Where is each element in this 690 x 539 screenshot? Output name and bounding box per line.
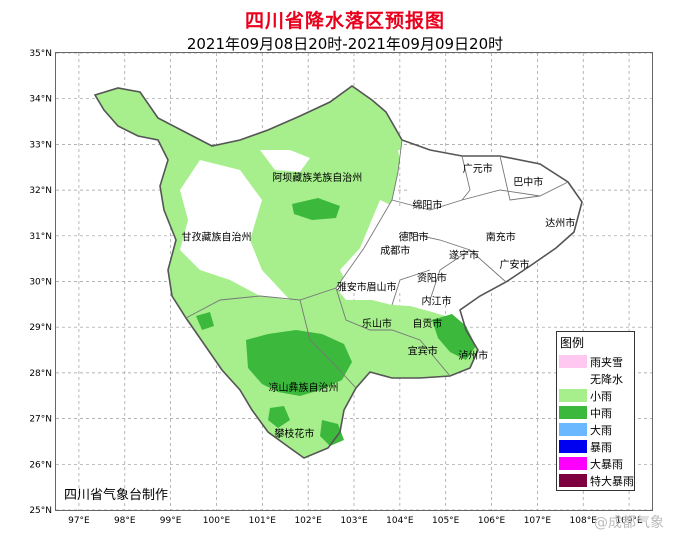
- legend-item: 暴雨: [559, 439, 612, 454]
- no-rain-east: [380, 150, 582, 304]
- legend-swatch: [559, 389, 587, 402]
- lat-tick-label: 34°N: [29, 95, 52, 105]
- lon-tick-label: 107°E: [524, 516, 552, 526]
- axis-labels: 35°N 34°N 33°N 32°N 31°N 30°N 29°N 28°N 27°N 26°N…: [29, 49, 643, 526]
- lat-tick-label: 32°N: [29, 186, 52, 196]
- place-label: 资阳市: [417, 272, 447, 285]
- place-label: 内江市: [422, 294, 452, 307]
- sichuan-province: [93, 85, 583, 459]
- lon-tick-label: 106°E: [478, 516, 506, 526]
- lat-tick-label: 30°N: [29, 278, 52, 288]
- lon-tick-label: 103°E: [340, 516, 368, 526]
- moderate-rain-area: [292, 198, 340, 220]
- legend-swatch: [559, 423, 587, 436]
- legend-title: 图例: [560, 336, 585, 350]
- legend-item: 中雨: [559, 405, 612, 420]
- lat-tick-label: 28°N: [29, 369, 52, 379]
- place-label: 甘孜藏族自治州: [181, 230, 251, 243]
- legend-swatch: [559, 372, 587, 385]
- place-label: 攀枝花市: [274, 427, 314, 440]
- legend-swatch: [559, 355, 587, 368]
- place-label: 巴中市: [513, 176, 543, 189]
- legend-item: 大雨: [559, 422, 612, 437]
- place-label: 绵阳市: [412, 198, 442, 211]
- legend-swatch: [559, 474, 587, 487]
- map-frame: [55, 52, 653, 511]
- province-boundary: [93, 85, 583, 459]
- moderate-rain-area: [268, 406, 290, 428]
- place-label: 遂宁市: [449, 249, 479, 262]
- place-label: 雅安市: [337, 281, 367, 294]
- place-label: 乐山市: [362, 317, 392, 330]
- place-label: 自贡市: [412, 317, 442, 330]
- lon-tick-label: 102°E: [294, 516, 322, 526]
- map-title: 四川省降水落区预报图: [244, 10, 445, 32]
- lon-tick-label: 101°E: [249, 516, 277, 526]
- lat-tick-label: 25°N: [29, 506, 52, 516]
- lon-tick-label: 98°E: [114, 516, 136, 526]
- place-label: 阿坝藏族羌族自治州: [272, 171, 362, 184]
- map-subtitle: 2021年09月08日20时-2021年09月09日20时: [186, 35, 504, 53]
- legend-item: 无降水: [559, 371, 623, 386]
- legend-item: 大暴雨: [559, 456, 623, 471]
- legend-swatch: [559, 440, 587, 453]
- lon-tick-label: 105°E: [432, 516, 460, 526]
- place-label: 南充市: [486, 230, 516, 243]
- lon-tick-label: 108°E: [570, 516, 598, 526]
- moderate-rain-area: [320, 420, 344, 446]
- place-label: 成都市: [380, 244, 410, 257]
- lat-tick-label: 27°N: [29, 415, 52, 425]
- lat-tick-label: 26°N: [29, 460, 52, 470]
- lat-tick-label: 33°N: [29, 140, 52, 150]
- no-rain-area: [260, 150, 310, 172]
- agency-credit: 四川省气象台制作: [64, 488, 169, 503]
- legend-swatch: [559, 457, 587, 470]
- place-label: 凉山彝族自治州: [269, 381, 339, 394]
- place-label: 达州市: [545, 217, 575, 230]
- watermark-text: @成都气象: [594, 515, 664, 531]
- legend-swatch: [559, 406, 587, 419]
- no-rain-area: [180, 160, 290, 300]
- lon-tick-label: 109°E: [615, 516, 643, 526]
- legend-item: 雨夹雪: [559, 354, 623, 369]
- place-label: 广元市: [463, 162, 493, 175]
- lon-tick-label: 99°E: [160, 516, 182, 526]
- lat-tick-label: 31°N: [29, 232, 52, 242]
- lon-tick-label: 97°E: [68, 516, 90, 526]
- place-label: 眉山市: [367, 281, 397, 294]
- place-label: 泸州市: [458, 349, 488, 362]
- prefecture-boundaries: [185, 139, 569, 389]
- legend-label: 暴雨: [590, 440, 612, 454]
- moderate-rain-area: [246, 330, 352, 396]
- place-label: 广安市: [499, 258, 529, 271]
- lon-tick-label: 100°E: [203, 516, 231, 526]
- moderate-rain-area: [196, 312, 214, 330]
- place-label: 宜宾市: [408, 345, 438, 358]
- place-label: 德阳市: [399, 230, 429, 243]
- legend-label: 中雨: [590, 406, 612, 420]
- legend-label: 特大暴雨: [590, 474, 634, 488]
- legend-label: 大暴雨: [590, 457, 623, 471]
- legend-label: 小雨: [590, 389, 612, 403]
- lat-tick-label: 29°N: [29, 323, 52, 333]
- lat-tick-label: 35°N: [29, 49, 52, 59]
- legend-label: 雨夹雪: [590, 355, 623, 369]
- legend-label: 无降水: [590, 372, 623, 386]
- legend-label: 大雨: [590, 423, 612, 437]
- legend-item: 小雨: [559, 388, 612, 403]
- legend-item: 特大暴雨: [559, 473, 634, 488]
- legend: 图例 雨夹雪无降水小雨中雨大雨暴雨大暴雨特大暴雨: [556, 331, 635, 491]
- lon-tick-label: 104°E: [386, 516, 414, 526]
